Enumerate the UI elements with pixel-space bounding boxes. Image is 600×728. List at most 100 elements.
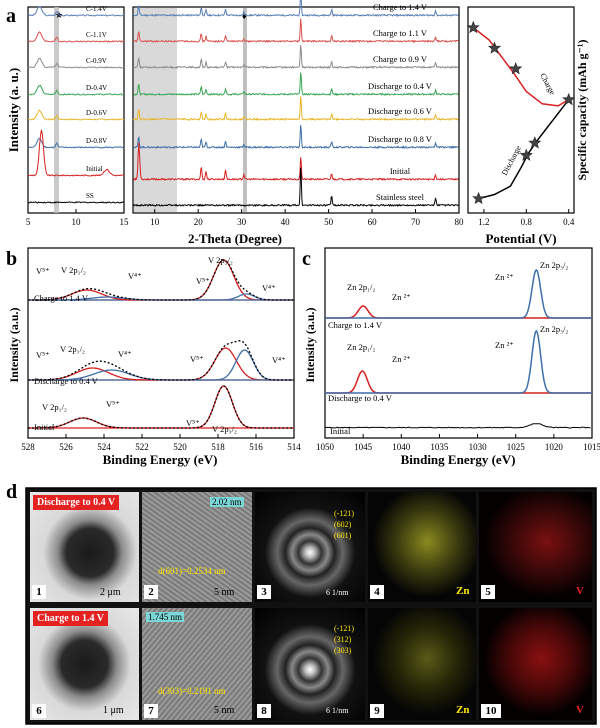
c-component-0-0 (325, 305, 592, 319)
saed-2-b: (312) (334, 635, 352, 644)
a-left-series-label-1: C-1.1V (86, 31, 107, 39)
b-annot-v2p32-1: V 2p₃/₂ (208, 255, 233, 265)
a-left-series-labels: C-1.4V C-1.1V C-0.9V D-0.4V D-0.6V D-0.8V Init… (86, 5, 107, 200)
b-annot-v5-3: V⁵⁺ (36, 350, 50, 360)
b-traces (28, 259, 294, 429)
a-left-series-label-0: C-1.4V (86, 5, 107, 13)
a-middle-series-label-0: Charge to 1.4 V (373, 2, 428, 12)
b-tick-label-5: 518 (211, 442, 225, 452)
a-middle-trace-2 (132, 45, 459, 70)
element-zn-2: Zn (456, 704, 470, 716)
eds-zn-image-4 (368, 492, 476, 602)
b-series-label-discharge: Discharge to 0.4 V (34, 376, 99, 386)
label-3: 3 (257, 585, 271, 599)
a-left-trace-6 (27, 129, 124, 177)
c-ylabel: Intensity (a.u.) (303, 307, 317, 382)
d-spacing-1: d(601)=0.2534 nm (158, 566, 226, 576)
fft-spacing-1: 2.02 nm (210, 497, 244, 507)
c-component-0-1 (325, 269, 592, 319)
a-middle-trace-6 (132, 142, 459, 182)
panel-a: ★ C-1.4VC-1.1VC-0.9VD-0.4VD-0.6VD-0.8VIn… (6, 0, 589, 246)
a-right-discharge-label: Discharge (500, 144, 523, 177)
c-series-label-charge: Charge to 1.4 V (328, 320, 383, 330)
scale-3: 6 1/nm (326, 588, 349, 597)
b-tick-label-1: 526 (59, 442, 73, 452)
a-left-ylabel: Intensity (a. u.) (6, 68, 21, 153)
saed-1-a: (-121) (334, 509, 354, 518)
a-left-x-ticks: 5 10 15 (26, 209, 129, 227)
element-zn-1: Zn (456, 585, 470, 597)
a-left-trace-0 (27, 6, 125, 17)
a-middle-trace-0 (132, 0, 459, 18)
a-middle-series-labels: Charge to 1.4 V Charge to 1.1 V Charge to … (368, 2, 433, 202)
c-annot-zn2p12-1: Zn 2p₁/₂ (347, 282, 375, 292)
label-2: 2 (144, 585, 158, 599)
label-6: 6 (32, 704, 46, 718)
panel-b: 528 526 524 522 520 518 516 514 Charge to 1.4 V… (7, 247, 301, 467)
d-spacing-2: d(303)=0.2191 nm (158, 686, 226, 696)
label-10: 10 (481, 704, 501, 718)
c-annot-zn2-2: Zn ²⁺ (495, 272, 514, 282)
c-tick-label-7: 1015 (583, 442, 600, 452)
saed-2-a: (-121) (334, 624, 354, 633)
b-envelope-0 (28, 259, 294, 301)
a-left-trace-7 (27, 201, 125, 204)
panel-letter-b: b (6, 248, 17, 270)
b-envelope-1 (28, 340, 294, 381)
a-middle-trace-5 (132, 124, 459, 150)
c-tick-label-5: 1025 (507, 442, 526, 452)
b-annot-v4-2: V⁴⁺ (262, 283, 276, 293)
a-right-charge-curve (472, 27, 570, 107)
b-annot-v2p12-1: V 2p₁/₂ (61, 265, 86, 275)
c-annot-zn2-3: Zn ²⁺ (392, 354, 411, 364)
c-tick-label-6: 1020 (545, 442, 564, 452)
a-middle-series-label-6: Initial (390, 166, 411, 176)
a-right-charge-star-1 (488, 41, 501, 54)
b-ylabel: Intensity (a.u.) (7, 307, 21, 382)
a-left-tick-label-1: 10 (72, 217, 82, 227)
c-traces (324, 269, 592, 429)
b-tick-label-3: 522 (135, 442, 149, 452)
scale-2: 5 nm (214, 587, 235, 598)
c-annot-zn2-1: Zn ²⁺ (392, 292, 411, 302)
c-annot-zn2-4: Zn ²⁺ (495, 340, 514, 350)
a-middle-tick-label-5: 60 (368, 217, 378, 227)
a-right-discharge-curve (478, 99, 570, 200)
b-series-label-initial: Initial (34, 422, 55, 432)
b-tick-label-4: 520 (173, 442, 187, 452)
tem-image-1 (30, 492, 139, 602)
tag-charge: Charge to 1.4 V (33, 611, 109, 626)
a-middle-series-label-7: Stainless steel (376, 192, 425, 202)
saed-1-c: (601) (334, 531, 352, 540)
a-right-ylabel: Specific capacity (mAh g⁻¹) (575, 40, 589, 181)
b-annot-v4-3: V⁴⁺ (118, 349, 132, 359)
a-middle-tick-label-7: 80 (455, 217, 465, 227)
c-tick-label-4: 1030 (469, 442, 488, 452)
a-right-charge-star-0 (466, 20, 480, 34)
b-annot-v5-1: V⁵⁺ (36, 266, 50, 276)
panel-letter-d: d (6, 481, 17, 503)
panel-c: 1050 1045 1040 1035 1030 1025 1020 1015 Charge … (303, 247, 600, 467)
a-left-series-label-4: D-0.6V (86, 109, 107, 117)
b-annot-v4-1: V⁴⁺ (128, 271, 142, 281)
a-middle-trace-7 (132, 167, 459, 208)
b-tick-label-2: 524 (97, 442, 111, 452)
scale-1: 2 μm (100, 587, 121, 598)
a-left-series-label-6: Initial (86, 165, 103, 173)
a-right-x-ticks: 1.2 0.8 0.4 (478, 209, 575, 227)
a-left-trace-4 (27, 109, 125, 121)
a-middle-diamond-marker: ♦ (242, 11, 247, 21)
a-middle-series-label-1: Charge to 1.1 V (373, 28, 428, 38)
a-left-highlight (54, 7, 59, 213)
panel-letter-c: c (302, 248, 311, 270)
eds-v-image-10 (479, 608, 592, 720)
c-initial-trace (324, 423, 591, 429)
a-left-trace-5 (27, 138, 125, 149)
c-frame (324, 247, 593, 439)
a-middle-shade (134, 8, 177, 212)
eds-v-image-5 (479, 492, 592, 602)
a-middle-series-label-3: Discharge to 0.4 V (368, 81, 433, 91)
a-middle-series-label-5: Discharge to 0.8 V (368, 134, 433, 144)
b-annot-v4-4: V⁴⁺ (272, 355, 286, 365)
a-right-tick-label-0: 1.2 (478, 217, 489, 227)
